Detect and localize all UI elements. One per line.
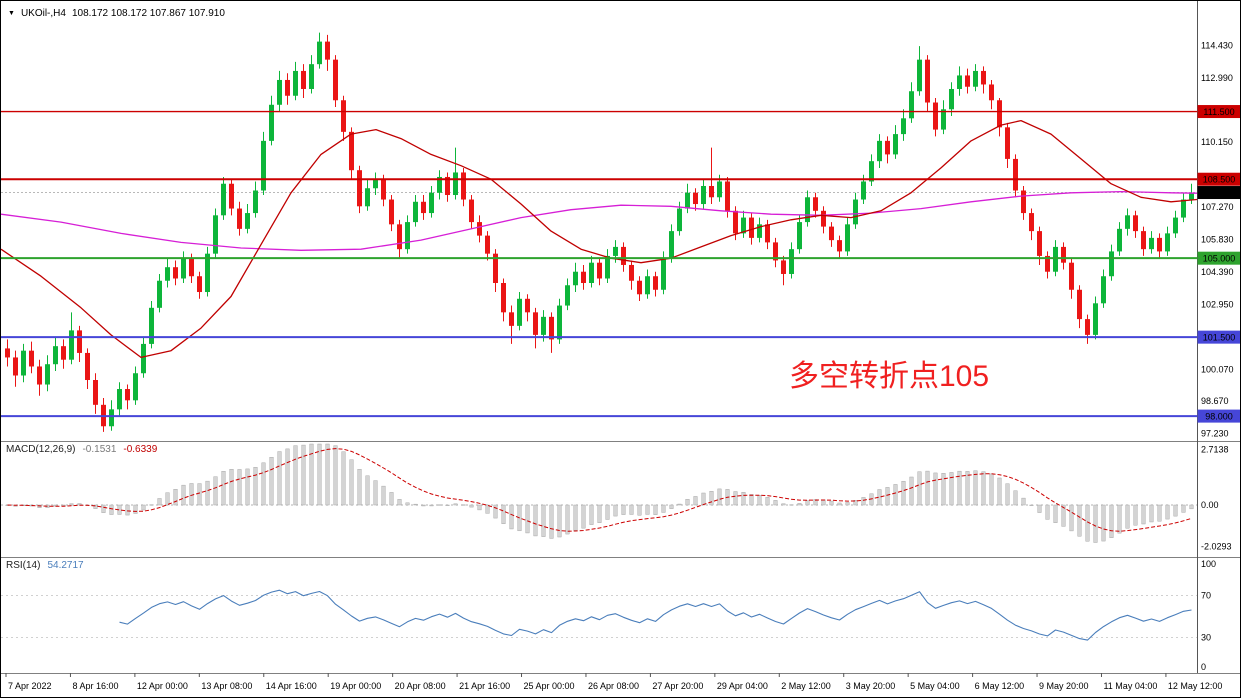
rsi-tick: 30 xyxy=(1201,633,1211,643)
price-badge: 105.000 xyxy=(1203,254,1236,264)
price-scale[interactable]: 114.430 112.990 110.150 107.270 105.830 104.3… xyxy=(1197,40,1241,438)
time-tick: 5 May 04:00 xyxy=(910,681,960,691)
macd-tick: 0.00 xyxy=(1201,500,1219,510)
time-tick: 25 Apr 00:00 xyxy=(524,681,575,691)
symbol-info: ▼ UKOil-,H4 108.172 108.172 107.867 107.… xyxy=(8,8,225,19)
symbol-name: UKOil-,H4 xyxy=(20,8,66,19)
rsi-level-lines xyxy=(1,595,1197,638)
price-tick: 98.670 xyxy=(1201,396,1229,406)
price-tick: 110.150 xyxy=(1201,137,1233,147)
macd-name: MACD(12,26,9) xyxy=(6,444,76,455)
macd-histogram xyxy=(5,443,1194,543)
time-tick: 2 May 12:00 xyxy=(781,681,831,691)
price-badge: 101.500 xyxy=(1203,333,1236,343)
price-tick: 105.830 xyxy=(1201,234,1234,244)
time-tick: 19 Apr 00:00 xyxy=(330,681,381,691)
indicator-scales[interactable]: 2.7138 0.00 -2.0293 100 70 30 0 xyxy=(1201,445,1232,672)
rsi-indicator-label: RSI(14) 54.2717 xyxy=(6,560,84,571)
rsi-tick: 70 xyxy=(1201,591,1211,601)
ma-slow-line xyxy=(1,190,1198,251)
macd-signal-line xyxy=(7,448,1192,532)
time-tick: 11 May 04:00 xyxy=(1103,681,1157,691)
time-tick: 9 May 20:00 xyxy=(1039,681,1089,691)
rsi-line xyxy=(119,589,1192,641)
price-tick: 100.070 xyxy=(1201,364,1234,374)
candlesticks[interactable] xyxy=(5,32,1194,432)
time-tick: 3 May 20:00 xyxy=(846,681,896,691)
panel-separators xyxy=(1,1,1240,674)
time-tick: 8 Apr 16:00 xyxy=(72,681,118,691)
symbol-ohlc: 108.172 108.172 107.867 107.910 xyxy=(71,8,225,19)
time-tick: 26 Apr 08:00 xyxy=(588,681,639,691)
ma-fast-line xyxy=(1,119,1198,359)
price-tick: 97.230 xyxy=(1201,428,1229,438)
time-tick: 20 Apr 08:00 xyxy=(395,681,446,691)
rsi-tick: 0 xyxy=(1201,662,1206,672)
symbol-dropdown-icon[interactable]: ▼ xyxy=(8,10,15,17)
time-tick: 27 Apr 20:00 xyxy=(652,681,703,691)
time-tick: 29 Apr 04:00 xyxy=(717,681,768,691)
annotation-text[interactable]: 多空转折点105 xyxy=(789,360,990,393)
time-tick: 12 Apr 00:00 xyxy=(137,681,188,691)
time-tick: 6 May 12:00 xyxy=(975,681,1025,691)
macd-signal-value: -0.6339 xyxy=(123,444,158,455)
price-badge: 108.500 xyxy=(1203,175,1236,185)
price-tick: 114.430 xyxy=(1201,40,1233,50)
time-tick: 21 Apr 16:00 xyxy=(459,681,510,691)
horizontal-levels xyxy=(1,110,1197,418)
macd-tick: 2.7138 xyxy=(1201,445,1229,455)
price-badge: 107.910 xyxy=(1203,188,1236,198)
rsi-value: 54.2717 xyxy=(47,560,84,571)
rsi-name: RSI(14) xyxy=(6,560,41,571)
price-badge: 98.000 xyxy=(1205,412,1233,422)
price-tick: 104.390 xyxy=(1201,267,1234,277)
price-tick: 107.270 xyxy=(1201,202,1234,212)
time-tick: 13 Apr 08:00 xyxy=(201,681,252,691)
price-tick: 102.950 xyxy=(1201,299,1234,309)
time-scale[interactable]: 7 Apr 2022 8 Apr 16:00 12 Apr 00:00 13 Apr … xyxy=(5,673,1223,691)
time-tick: 14 Apr 16:00 xyxy=(266,681,317,691)
price-tick: 112.990 xyxy=(1201,73,1233,83)
time-tick: 7 Apr 2022 xyxy=(8,681,52,691)
macd-indicator-label: MACD(12,26,9) -0.1531 -0.6339 xyxy=(6,444,157,455)
time-tick: 12 May 12:00 xyxy=(1168,681,1223,691)
macd-tick: -2.0293 xyxy=(1201,541,1232,551)
rsi-tick: 100 xyxy=(1201,559,1216,569)
price-badge: 111.500 xyxy=(1203,107,1234,117)
macd-main-value: -0.1531 xyxy=(82,444,117,455)
